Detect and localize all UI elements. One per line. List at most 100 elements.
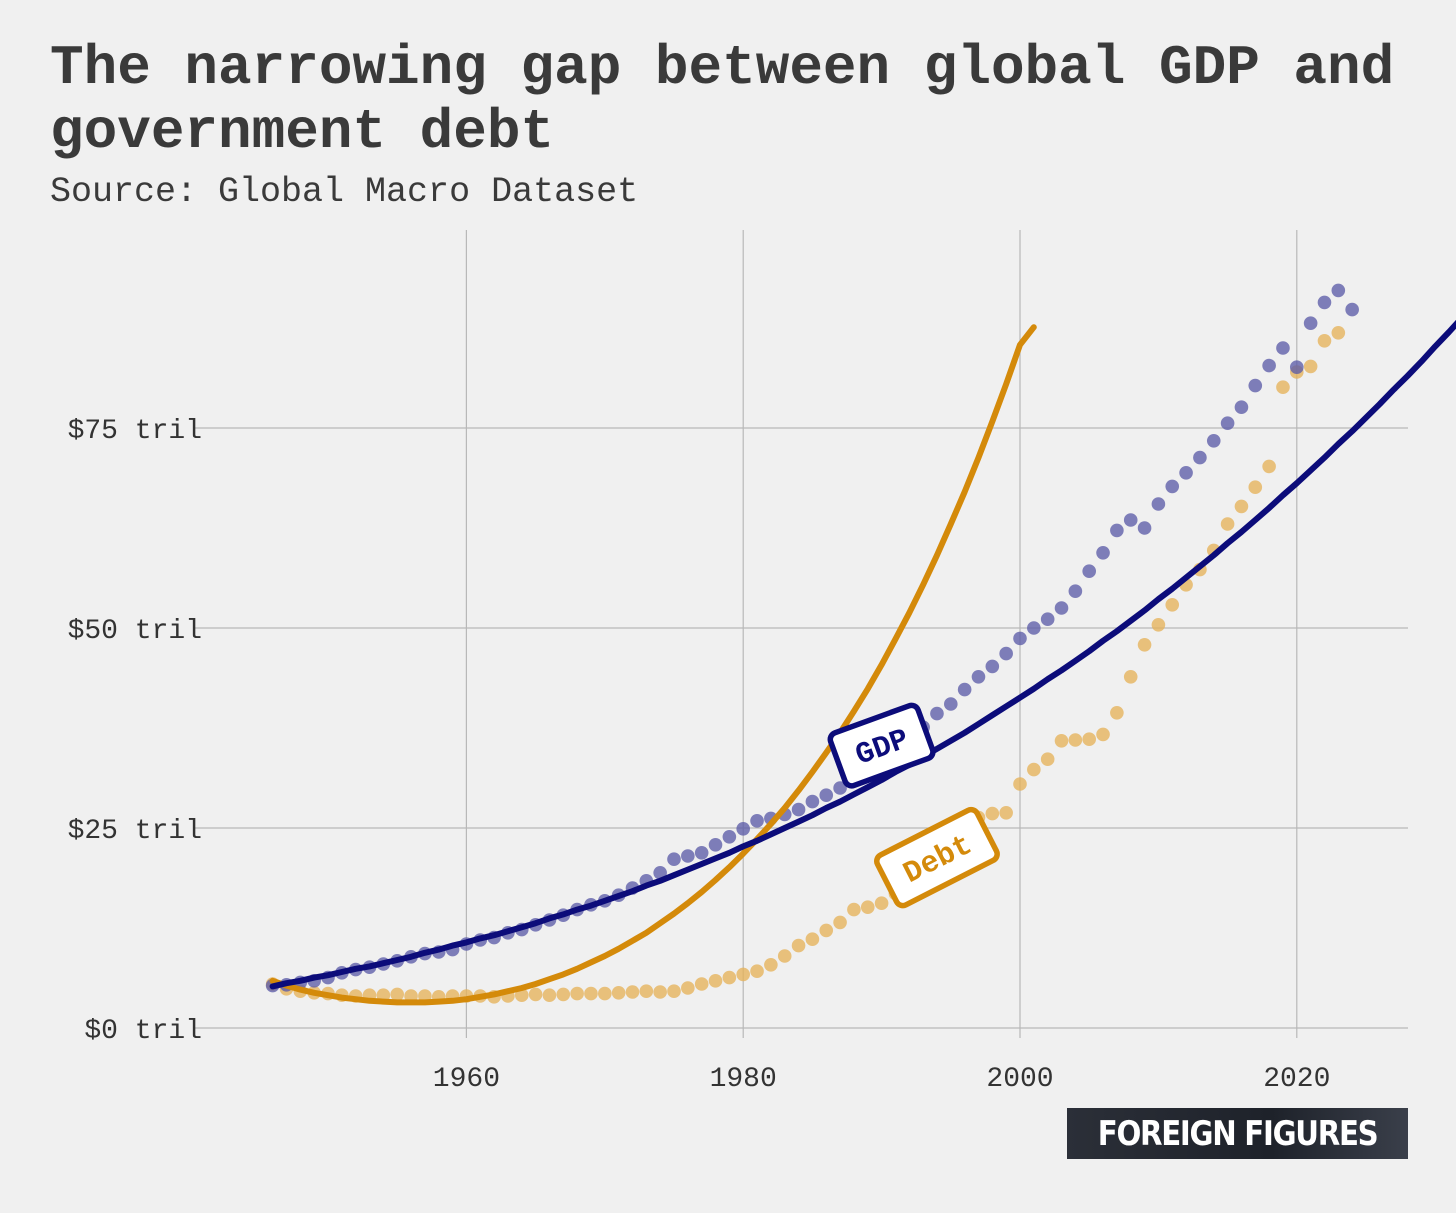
gdp-point <box>722 830 737 844</box>
debt-point <box>681 981 695 995</box>
debt-point <box>833 915 847 930</box>
gdp-point <box>999 646 1013 661</box>
label-debt: Debt <box>874 806 1000 909</box>
gdp-point <box>736 822 750 836</box>
debt-point <box>1110 706 1124 720</box>
x-tick-label: 2000 <box>986 1064 1053 1095</box>
axis-ticks: 1960 1980 2000 2020 $0 tril $25 tril $50 tril $… <box>68 416 1331 1095</box>
trend-lines <box>269 319 1456 1006</box>
gdp-point <box>694 846 709 860</box>
debt-point <box>791 938 806 953</box>
x-tick-label: 1980 <box>710 1064 777 1095</box>
debt-point <box>694 977 709 991</box>
debt-point <box>1082 732 1096 746</box>
gdp-trend-line <box>269 319 1456 990</box>
debt-point <box>819 923 834 938</box>
debt-point <box>1068 733 1083 747</box>
gdp-point <box>1179 466 1193 480</box>
debt-point <box>1220 517 1235 531</box>
gdp-point <box>1303 316 1318 331</box>
debt-point <box>1317 334 1332 348</box>
debt-point <box>1276 380 1290 395</box>
gdp-point <box>1276 341 1290 355</box>
gdp-point <box>1123 513 1138 527</box>
gdp-point <box>708 838 723 852</box>
debt-point <box>390 987 405 1002</box>
y-tick-label: $50 tril <box>68 616 202 647</box>
debt-point <box>874 896 889 910</box>
debt-point <box>1331 326 1346 340</box>
label-box <box>827 702 936 789</box>
debt-point <box>625 985 640 999</box>
gdp-point <box>1068 584 1083 598</box>
debt-point <box>847 902 861 917</box>
data-points <box>265 283 1359 1004</box>
brand-text: FOREIGN FIGURES <box>1097 1113 1379 1154</box>
chart-title: The narrowing gap between global GDP and… <box>50 36 1395 164</box>
debt-point <box>1303 359 1318 374</box>
gdp-point <box>1331 283 1346 298</box>
x-tick-label: 2020 <box>1263 1064 1330 1095</box>
debt-point <box>598 986 612 1001</box>
y-tick-label: $0 tril <box>84 1016 202 1047</box>
gdp-point <box>1040 612 1055 626</box>
gdp-point <box>1193 450 1207 465</box>
y-tick-label: $75 tril <box>68 416 202 447</box>
debt-point <box>639 984 654 998</box>
gdp-point <box>805 794 820 809</box>
debt-point <box>1123 670 1138 684</box>
debt-point <box>1151 618 1166 632</box>
debt-trend-line <box>269 324 1037 1006</box>
gdp-point <box>750 814 764 828</box>
label-box <box>874 806 1000 909</box>
gdp-point <box>833 781 847 795</box>
gdp-point <box>985 659 1000 674</box>
debt-point <box>667 984 681 998</box>
grid-lines <box>195 230 1408 1038</box>
gdp-point <box>1206 434 1221 448</box>
gdp-point <box>681 849 695 863</box>
gdp-point <box>819 788 834 802</box>
debt-point <box>653 985 667 999</box>
debt-point <box>1262 459 1276 474</box>
debt-point <box>1248 480 1263 495</box>
gdp-point <box>944 697 958 711</box>
gdp-point <box>930 706 944 721</box>
gdp-point <box>1054 601 1069 615</box>
gdp-point <box>1013 631 1027 646</box>
debt-point <box>611 986 626 1000</box>
chart-subtitle: Source: Global Macro Dataset <box>50 172 639 212</box>
debt-point <box>764 958 778 972</box>
gdp-point <box>1151 497 1166 511</box>
debt-point <box>860 900 875 914</box>
debt-point <box>1027 762 1041 777</box>
gdp-point <box>957 682 972 697</box>
gdp-point <box>1262 358 1276 373</box>
debt-point <box>1096 727 1110 742</box>
debt-point <box>805 932 820 946</box>
debt-point <box>1013 777 1027 791</box>
debt-point <box>1054 734 1069 748</box>
series-labels: GDP Debt <box>827 702 1000 909</box>
gdp-point <box>1220 416 1235 431</box>
debt-point <box>570 986 584 1001</box>
debt-point <box>556 987 571 1002</box>
label-gdp: GDP <box>827 702 936 789</box>
debt-point <box>528 987 543 1002</box>
gdp-point <box>1110 523 1124 538</box>
gdp-point <box>667 852 681 866</box>
gdp-point <box>971 670 986 684</box>
debt-point <box>1234 499 1249 514</box>
gdp-point <box>1096 546 1110 560</box>
gdp-point <box>1165 479 1180 494</box>
gdp-point <box>1345 302 1359 317</box>
debt-point <box>584 986 598 1001</box>
gdp-point <box>1290 360 1304 375</box>
debt-point <box>985 806 1000 821</box>
debt-point <box>777 949 792 963</box>
y-tick-label: $25 tril <box>68 816 202 847</box>
debt-point <box>542 988 557 1002</box>
brand-logo: FOREIGN FIGURES <box>1067 1108 1408 1159</box>
debt-point <box>750 964 764 978</box>
